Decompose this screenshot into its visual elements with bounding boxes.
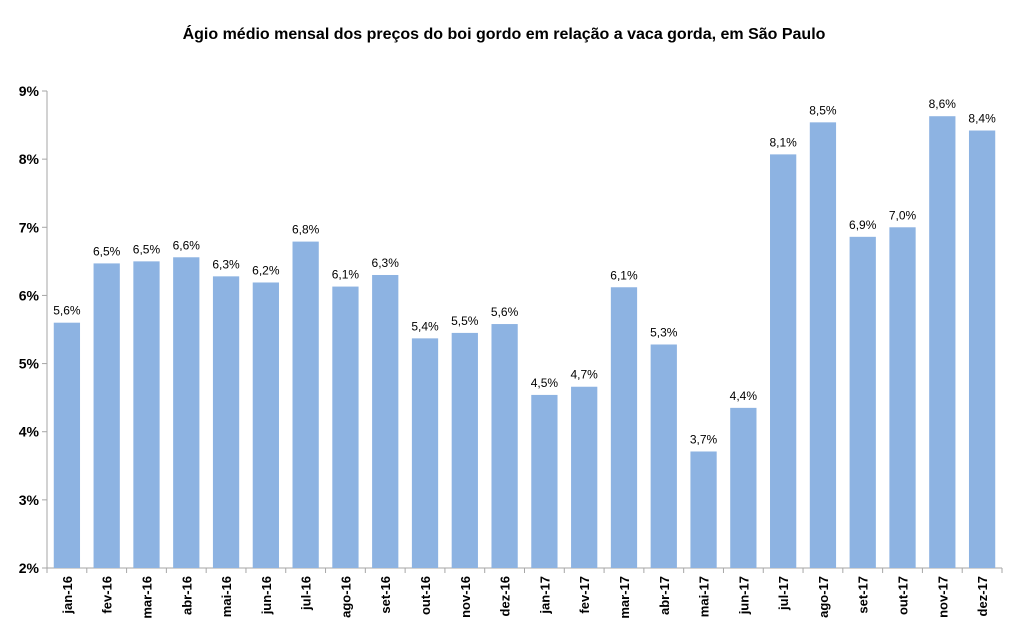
bar	[809, 122, 837, 569]
bar	[610, 287, 638, 568]
x-tick-label: jan-17	[537, 576, 552, 615]
x-tick-label: dez-17	[975, 576, 990, 616]
bar	[133, 261, 160, 568]
x-tick-label: jun-17	[736, 576, 751, 615]
bar	[650, 344, 677, 568]
y-tick-label: 3%	[19, 492, 40, 508]
bar	[571, 386, 598, 568]
y-tick-label: 4%	[19, 424, 40, 440]
x-tick-label: set-16	[378, 576, 393, 614]
bar	[770, 154, 797, 568]
y-tick-label: 8%	[19, 151, 40, 167]
bar	[53, 322, 81, 568]
x-tick-label: mai-16	[219, 576, 234, 617]
x-tick-label: jun-16	[259, 576, 274, 615]
y-axis: 2% 3% 4% 5% 6% 7% 8% 9%	[19, 83, 48, 576]
data-label: 6,3%	[372, 256, 400, 270]
x-tick-label: fev-17	[577, 576, 592, 614]
x-tick-label: fev-16	[100, 576, 115, 614]
bar	[690, 451, 717, 568]
data-label: 3,7%	[690, 432, 718, 446]
data-label: 6,1%	[332, 268, 360, 282]
data-label: 5,6%	[491, 305, 519, 319]
bar	[372, 274, 399, 568]
bar	[411, 338, 439, 568]
y-tick-label: 9%	[19, 83, 40, 99]
chart-title: Ágio médio mensal dos preços do boi gord…	[183, 24, 826, 43]
data-label: 6,9%	[849, 218, 877, 232]
x-tick-label: abr-17	[657, 576, 672, 615]
data-label: 4,7%	[571, 368, 599, 382]
data-label: 5,5%	[451, 314, 479, 328]
bar	[451, 332, 478, 568]
bar	[173, 257, 200, 568]
data-label: 6,2%	[252, 263, 280, 277]
bars	[53, 116, 996, 569]
bar	[730, 407, 757, 568]
x-tick-label: out-16	[418, 576, 433, 615]
y-tick-label: 7%	[19, 219, 40, 235]
x-tick-label: ago-16	[338, 576, 353, 618]
data-label: 8,6%	[929, 97, 957, 111]
x-axis: jan-16 fev-16 mar-16 abr-16 mai-16 jun-16 jul-…	[46, 567, 1003, 619]
x-tick-label: mar-17	[617, 576, 632, 619]
bar	[292, 241, 319, 569]
y-tick-label: 5%	[19, 356, 40, 372]
data-label: 8,5%	[809, 103, 837, 117]
data-label: 6,3%	[212, 257, 240, 271]
y-tick-label: 2%	[19, 560, 40, 576]
bar	[929, 116, 956, 568]
data-label: 6,5%	[93, 244, 121, 258]
data-labels: 5,6% 6,5% 6,5% 6,6% 6,3% 6,2% 6,8% 6,1% 6,3% 5,4%…	[53, 97, 996, 446]
data-label: 5,3%	[650, 325, 678, 339]
x-tick-label: out-17	[896, 576, 911, 615]
bar	[332, 286, 359, 568]
bar	[491, 324, 518, 568]
data-label: 6,6%	[173, 238, 201, 252]
bar	[849, 236, 876, 568]
data-label: 8,4%	[968, 112, 996, 126]
x-tick-label: nov-16	[458, 576, 473, 618]
data-label: 6,1%	[610, 268, 638, 282]
x-tick-label: mar-16	[139, 576, 154, 619]
x-tick-label: dez-16	[498, 576, 513, 616]
x-tick-label: set-17	[856, 576, 871, 614]
bar	[968, 130, 996, 568]
bar	[252, 282, 279, 568]
x-tick-label: nov-17	[935, 576, 950, 618]
x-tick-label: abr-16	[179, 576, 194, 615]
x-tick-label: ago-17	[816, 576, 831, 618]
y-tick-label: 6%	[19, 287, 40, 303]
x-tick-label: jul-16	[299, 576, 314, 611]
bar	[889, 227, 916, 569]
bar	[212, 276, 240, 568]
data-label: 6,5%	[133, 242, 161, 256]
data-label: 4,4%	[730, 389, 758, 403]
data-label: 5,6%	[53, 304, 81, 318]
data-label: 4,5%	[531, 376, 559, 390]
x-tick-label: jul-17	[776, 576, 791, 611]
bar	[93, 263, 120, 568]
x-tick-label: mai-17	[697, 576, 712, 617]
data-label: 6,8%	[292, 223, 320, 237]
bar	[531, 394, 558, 568]
data-label: 5,4%	[411, 319, 439, 333]
data-label: 8,1%	[769, 135, 797, 149]
data-label: 7,0%	[889, 208, 917, 222]
x-tick-label: jan-16	[60, 576, 75, 615]
